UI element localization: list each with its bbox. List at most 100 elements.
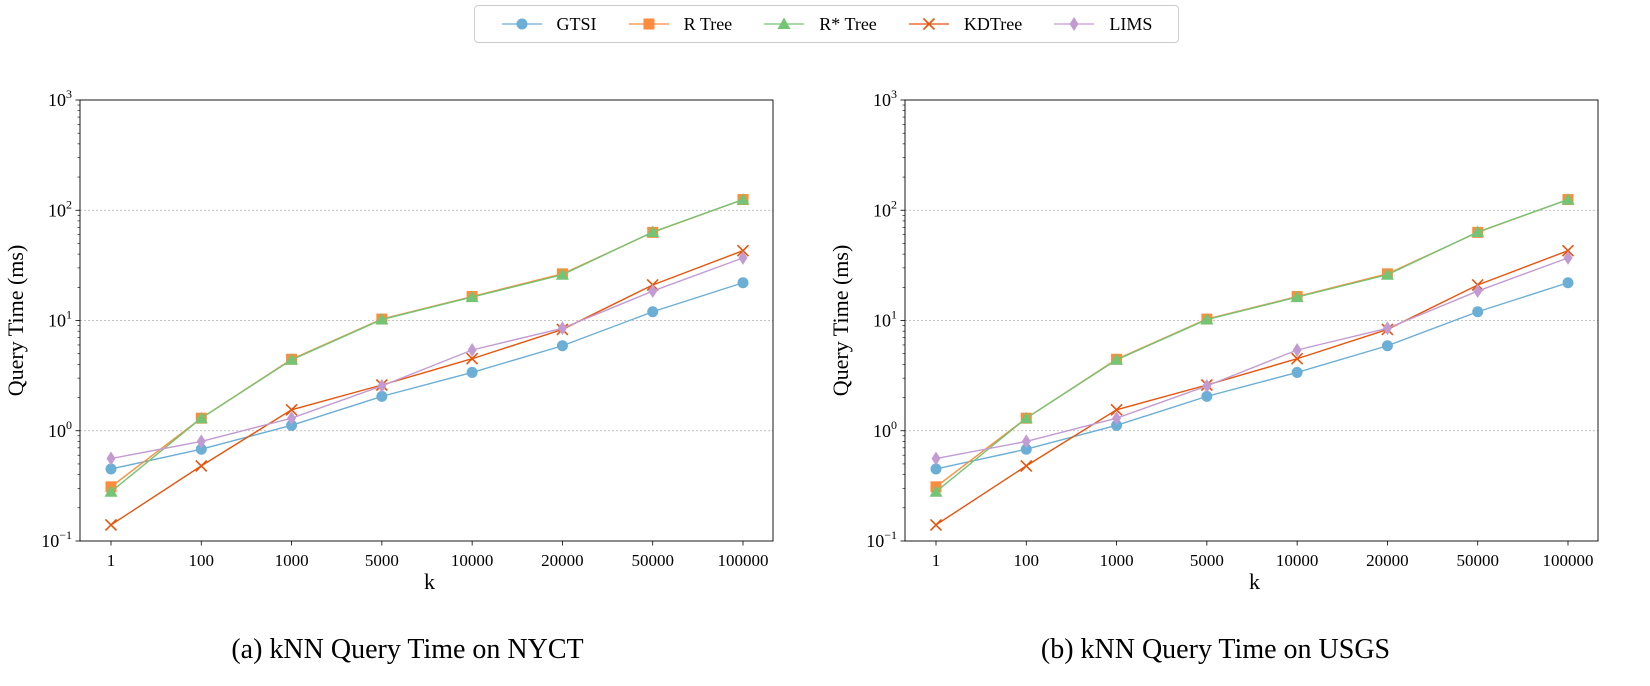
usgs-point-gtsi: [1381, 340, 1393, 352]
legend-swatch-lims: [1054, 17, 1095, 31]
usgs-xtick-label: 20000: [1366, 551, 1409, 570]
nyct-point-r-star-tree: [104, 485, 118, 497]
usgs-ytick-label: 101: [873, 308, 897, 331]
nyct-xlabel: k: [424, 569, 435, 594]
legend-swatch-r-tree: [628, 18, 669, 30]
chart-plot-usgs: 10−1 100 101 102 103 1 100 1000 5000 10000 20000 50…: [828, 87, 1599, 594]
usgs-point-gtsi: [1562, 277, 1574, 289]
usgs-ytick-label: 100: [873, 418, 897, 441]
legend-marker-lims: [1069, 17, 1079, 31]
nyct-point-lims: [648, 284, 658, 299]
legend-marker-kdtree: [922, 17, 935, 31]
nyct-xtick-label: 10000: [451, 551, 494, 570]
nyct-point-r-star-tree: [736, 193, 750, 205]
chart-caption-usgs: (b) kNN Query Time on USGS: [1040, 634, 1391, 665]
legend-item-kdtree: KDTree: [908, 14, 1022, 35]
nyct-point-r-star-tree: [375, 313, 389, 325]
nyct-ytick-label: 10−1: [41, 528, 72, 551]
legend-marker-r-tree: [643, 18, 655, 30]
nyct-ylabel: Query Time (ms): [3, 245, 28, 397]
nyct-xtick-label: 1000: [275, 551, 309, 570]
nyct-point-kdtree: [285, 403, 298, 416]
usgs-point-r-star-tree: [1200, 313, 1214, 325]
usgs-point-lims: [1021, 434, 1031, 449]
nyct-series-line-r-tree: [110, 198, 744, 488]
nyct-point-lims: [738, 250, 748, 265]
usgs-point-gtsi: [1201, 390, 1213, 402]
usgs-point-r-star-tree: [929, 485, 943, 497]
nyct-point-gtsi: [466, 366, 478, 378]
usgs-point-kdtree: [1020, 459, 1033, 472]
usgs-point-r-star-tree: [1019, 411, 1033, 424]
nyct-point-lims: [467, 343, 477, 358]
nyct-point-r-star-tree: [646, 225, 660, 237]
usgs-point-r-star-tree: [1471, 225, 1485, 237]
usgs-plot-frame: [904, 99, 1599, 542]
usgs-xtick-label: 10000: [1276, 551, 1319, 570]
usgs-xtick-label: 1000: [1100, 551, 1134, 570]
nyct-xtick-label: 20000: [541, 551, 584, 570]
nyct-point-gtsi: [105, 463, 117, 475]
nyct-xtick-label: 1: [107, 551, 116, 570]
nyct-series-line-kdtree: [110, 250, 744, 526]
legend-marker-gtsi: [516, 18, 528, 30]
usgs-point-lims: [931, 451, 941, 466]
usgs-point-lims: [1202, 378, 1212, 393]
nyct-point-r-star-tree: [194, 411, 208, 424]
nyct-xtick-label: 100000: [718, 551, 769, 570]
usgs-series-line-r-tree: [935, 198, 1569, 488]
usgs-point-gtsi: [1472, 306, 1484, 318]
legend-swatch-r-star-tree: [764, 17, 805, 29]
usgs-point-gtsi: [1020, 443, 1032, 455]
usgs-ytick-label: 102: [873, 197, 897, 220]
nyct-point-gtsi: [647, 306, 659, 318]
nyct-series-line-gtsi: [110, 282, 744, 470]
usgs-point-kdtree: [1110, 403, 1123, 416]
chart-caption-nyct: (a) kNN Query Time on NYCT: [231, 634, 584, 665]
legend-label-r-star-tree: R* Tree: [819, 13, 877, 34]
nyct-point-gtsi: [286, 419, 298, 431]
legend-label-gtsi: GTSI: [556, 13, 597, 34]
legend-item-lims: LIMS: [1053, 14, 1152, 35]
usgs-series-line-lims: [935, 257, 1569, 460]
chart-panel-usgs: 10−1 100 101 102 103 1 100 1000 5000 10000 20000 50…: [825, 80, 1650, 680]
nyct-point-gtsi: [737, 277, 749, 289]
nyct-plot-frame: [79, 99, 774, 542]
nyct-xtick-label: 50000: [631, 551, 674, 570]
nyct-xtick-label: 5000: [365, 551, 399, 570]
usgs-ytick-label: 10−1: [866, 528, 897, 551]
usgs-point-lims: [1112, 411, 1122, 426]
nyct-point-lims: [287, 411, 297, 426]
legend-item-gtsi: GTSI: [501, 14, 597, 35]
usgs-point-gtsi: [930, 463, 942, 475]
chart-legend: GTSI R Tree R* Tree KDTree LIMS: [474, 5, 1179, 43]
legend-swatch-gtsi: [501, 18, 542, 30]
legend-label-kdtree: KDTree: [963, 13, 1023, 34]
nyct-ytick-label: 103: [48, 87, 72, 110]
usgs-point-lims: [1292, 343, 1302, 358]
nyct-point-kdtree: [736, 244, 750, 257]
legend-label-r-tree: R Tree: [683, 13, 733, 34]
nyct-point-kdtree: [195, 459, 208, 472]
usgs-point-gtsi: [1291, 366, 1303, 378]
legend-swatch-kdtree: [908, 17, 949, 31]
chart-panel-nyct: 10−1 100 101 102 103 1 100 1000 5000 10000 20000 50…: [0, 80, 825, 680]
usgs-series-line-r-star-tree: [935, 198, 1569, 493]
usgs-ylabel: Query Time (ms): [828, 245, 853, 397]
usgs-point-lims: [1563, 250, 1573, 265]
nyct-ytick-label: 100: [48, 418, 72, 441]
usgs-series-line-kdtree: [935, 250, 1569, 526]
nyct-point-lims: [106, 451, 116, 466]
usgs-xtick-label: 5000: [1190, 551, 1224, 570]
usgs-point-gtsi: [1111, 419, 1123, 431]
nyct-series-line-r-star-tree: [110, 198, 744, 493]
nyct-xtick-label: 100: [189, 551, 215, 570]
nyct-point-r-star-tree: [555, 268, 569, 280]
legend-item-r-star-tree: R* Tree: [763, 14, 877, 35]
usgs-xlabel: k: [1249, 569, 1260, 594]
usgs-ytick-label: 103: [873, 87, 897, 110]
usgs-point-lims: [1473, 284, 1483, 299]
nyct-point-lims: [557, 321, 567, 336]
legend-item-r-tree: R Tree: [628, 13, 733, 35]
legend-label-lims: LIMS: [1109, 13, 1153, 34]
